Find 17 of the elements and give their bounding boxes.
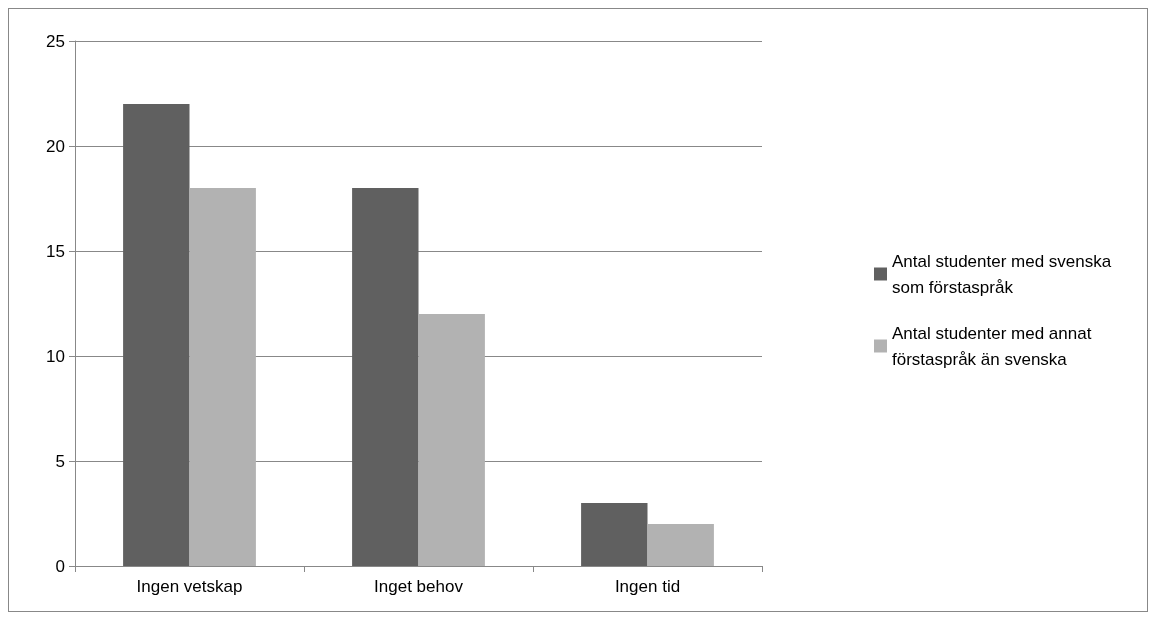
bar [189,188,256,566]
bar [123,104,190,566]
x-tick-label: Inget behov [374,577,464,596]
y-tick-label: 0 [55,556,65,576]
y-tick-label: 10 [46,346,65,366]
y-tick-label: 20 [46,136,65,156]
legend-label: Antal studenter med annat förstaspråk än svenska [892,323,1097,369]
y-tick-label: 25 [46,31,65,51]
x-tick-label: Ingen tid [614,577,681,596]
legend-label: Antal studenter med svenska som förstaspråk [892,251,1116,297]
bar [352,188,419,566]
x-tick-label: Ingen vetskap [136,577,243,596]
y-tick-label: 5 [55,451,65,471]
bar [581,503,648,566]
bar [647,524,714,566]
bar [418,314,485,566]
y-tick-label: 15 [46,241,65,261]
